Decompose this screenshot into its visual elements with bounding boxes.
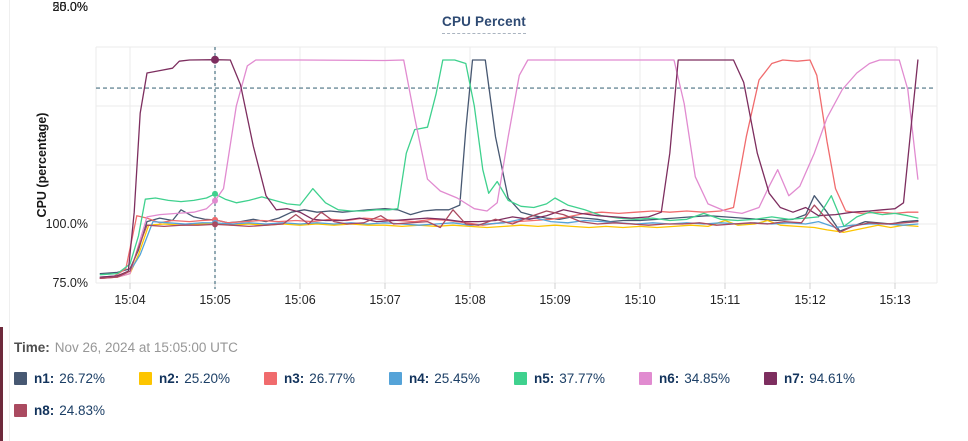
legend-swatch-n1 [14,371,27,385]
legend-value: 25.45% [434,370,481,386]
y-tick-label: 100.0% [45,217,88,231]
y-tick-label: 50.0% [52,0,88,14]
legend-value: 25.20% [184,370,231,386]
legend-label: n8: [34,402,55,418]
x-tick-label: 15:08 [454,293,486,307]
legend-swatch-n8 [14,403,27,417]
legend-label: n3: [284,370,305,386]
x-tick-label: 15:10 [624,293,656,307]
legend-swatch-n4 [389,371,402,385]
y-tick-label: 0.0% [59,0,89,14]
panel-left-border [9,0,10,441]
legend-swatch-n5 [514,371,527,385]
legend-swatch-n6 [639,371,652,385]
plot-svg[interactable] [0,0,968,320]
legend-label: n5: [534,370,555,386]
legend-item-n7: n7: 94.61% [764,368,889,388]
legend-label: n6: [659,370,680,386]
legend-swatch-n7 [764,371,777,385]
x-tick-label: 15:13 [879,293,911,307]
y-axis-title: CPU (percentage) [35,112,49,218]
legend-value: 26.77% [309,370,356,386]
chart-title-row: CPU Percent [0,13,968,34]
y-tick-label: 75.0% [52,276,88,290]
cropped-left-edge-stripe [0,327,3,441]
x-tick-label: 15:04 [114,293,146,307]
legend-label: n7: [784,370,805,386]
legend-value: 37.77% [559,370,606,386]
x-tick-label: 15:09 [539,293,571,307]
hover-time-row: Time: Nov 26, 2024 at 15:05:00 UTC [14,340,238,355]
legend-item-n8: n8: 24.83% [14,400,139,420]
legend-item-n2: n2: 25.20% [139,368,264,388]
legend-label: n4: [409,370,430,386]
x-tick-label: 15:05 [199,293,231,307]
x-tick-label: 15:06 [284,293,316,307]
legend-item-n3: n3: 26.77% [264,368,389,388]
hover-time-value: Nov 26, 2024 at 15:05:00 UTC [54,340,238,355]
legend-swatch-n2 [139,371,152,385]
legend-swatch-n3 [264,371,277,385]
legend-value: 94.61% [809,370,856,386]
legend-value: 34.85% [684,370,731,386]
legend: n1: 26.72% n2: 25.20% n3: 26.77% n4: 25.… [14,368,954,432]
y-tick-label: 25.0% [52,0,88,14]
legend-item-n6: n6: 34.85% [639,368,764,388]
legend-label: n2: [159,370,180,386]
legend-item-n4: n4: 25.45% [389,368,514,388]
legend-item-n5: n5: 37.77% [514,368,639,388]
x-tick-label: 15:11 [709,293,741,307]
legend-label: n1: [34,370,55,386]
legend-value: 24.83% [59,402,106,418]
legend-value: 26.72% [59,370,106,386]
legend-item-n1: n1: 26.72% [14,368,139,388]
x-tick-label: 15:07 [369,293,401,307]
chart-title[interactable]: CPU Percent [442,14,526,34]
hover-time-label: Time: [14,340,50,355]
x-tick-label: 15:12 [794,293,826,307]
